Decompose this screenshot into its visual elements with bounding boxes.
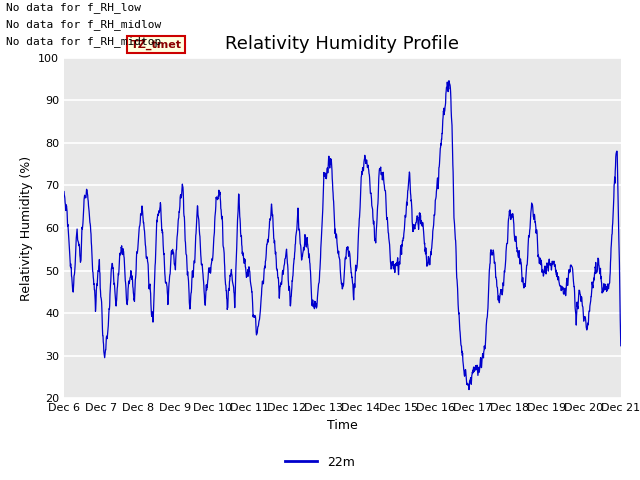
Text: TZ_tmet: TZ_tmet — [131, 39, 182, 49]
Legend: 22m: 22m — [280, 451, 360, 474]
Y-axis label: Relativity Humidity (%): Relativity Humidity (%) — [20, 156, 33, 300]
Title: Relativity Humidity Profile: Relativity Humidity Profile — [225, 35, 460, 53]
Text: No data for f_RH_low: No data for f_RH_low — [6, 2, 141, 13]
X-axis label: Time: Time — [327, 419, 358, 432]
Text: No data for f_RH_midlow: No data for f_RH_midlow — [6, 19, 162, 30]
Text: No data for f_RH_midtop: No data for f_RH_midtop — [6, 36, 162, 47]
